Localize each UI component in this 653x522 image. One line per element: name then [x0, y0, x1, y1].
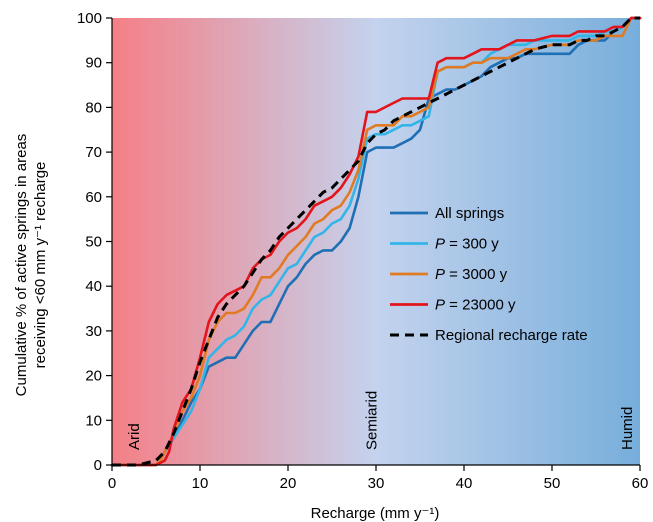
y-tick-label-40: 40 — [85, 278, 102, 295]
y-tick-label-90: 90 — [85, 55, 102, 72]
x-tick-label-0: 0 — [108, 475, 116, 492]
series-line-3 — [110, 16, 642, 467]
x-axis-label: Recharge (mm y⁻¹) — [311, 505, 440, 522]
y-tick-label-30: 30 — [85, 323, 102, 340]
legend-label-4: Regional recharge rate — [435, 327, 588, 344]
y-tick-label-20: 20 — [85, 368, 102, 385]
zone-label-arid: Arid — [126, 423, 143, 450]
legend-label-1: P = 300 y — [435, 236, 499, 253]
x-tick-label-50: 50 — [544, 475, 561, 492]
series-line-1 — [110, 16, 642, 467]
y-tick-label-10: 10 — [85, 412, 102, 429]
y-tick-label-70: 70 — [85, 144, 102, 161]
series-line-0 — [110, 16, 642, 467]
x-tick-label-60: 60 — [632, 475, 649, 492]
zone-label-humid: Humid — [619, 407, 636, 450]
legend-label-0: All springs — [435, 205, 504, 222]
axes: 0 10 20 30 40 50 60 70 80 90 100 0 10 20 30 40 50 60 — [77, 10, 648, 492]
y-tick-label-0: 0 — [94, 457, 102, 474]
series-line-4 — [112, 16, 640, 467]
zone-labels: Arid Semiarid Humid — [126, 391, 636, 450]
x-tick-label-10: 10 — [192, 475, 209, 492]
y-tick-label-50: 50 — [85, 234, 102, 251]
legend-label-3: P = 23000 y — [435, 297, 516, 314]
legend-label-2: P = 3000 y — [435, 266, 508, 283]
x-tick-label-30: 30 — [368, 475, 385, 492]
y-tick-label-100: 100 — [77, 10, 102, 27]
y-axis-label-line1: Cumulative % of active springs in areas — [13, 134, 30, 397]
y-tick-label-60: 60 — [85, 189, 102, 206]
x-tick-label-20: 20 — [280, 475, 297, 492]
series-lines — [110, 16, 642, 467]
x-tick-label-40: 40 — [456, 475, 473, 492]
series-line-2 — [110, 16, 642, 467]
y-axis-label-line2: receiving <60 mm y⁻¹ recharge — [32, 162, 49, 369]
zone-label-semiarid: Semiarid — [364, 391, 381, 450]
legend: All springs P = 300 y P = 3000 y P = 23000 … — [390, 205, 588, 344]
y-tick-label-80: 80 — [85, 99, 102, 116]
